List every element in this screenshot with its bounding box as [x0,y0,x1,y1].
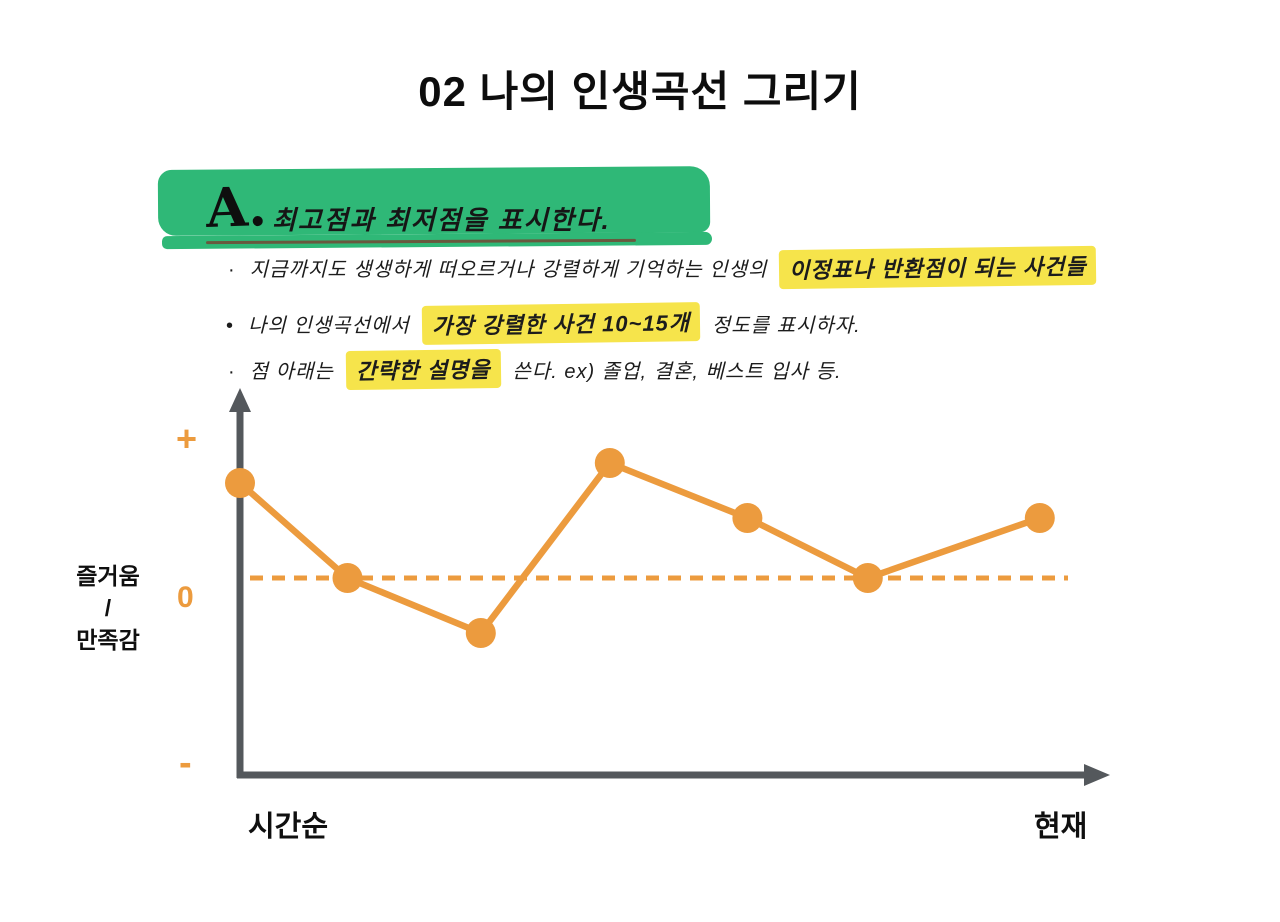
data-point [1024,503,1055,533]
y-axis-label: 즐거움 / 만족감 [48,560,168,657]
y-axis-arrowhead [229,388,251,412]
bullet-text: 점 아래는 [249,361,334,383]
data-point [732,503,763,533]
y-tick-zero: 0 [177,581,194,614]
y-tick-plus: + [176,418,198,459]
bullet-text: 지금까지도 생생하게 떠오르거나 강렬하게 기억하는 인생의 [249,259,768,281]
data-point [594,448,625,478]
x-axis-start-label: 시간순 [248,811,329,843]
bullet-line-1: · 지금까지도 생생하게 떠오르거나 강렬하게 기억하는 인생의 이정표나 반환점이… [228,245,1121,290]
x-axis-arrowhead [1084,764,1110,786]
bullet-line-2: • 나의 인생곡선에서 가장 강렬한 사건 10~15개 정도를 표시하자. [226,302,873,345]
life-curve-line [236,459,1044,637]
data-point [332,563,363,593]
x-axis-end-label: 현재 [1034,811,1088,843]
bullet-line-3: · 점 아래는 간략한 설명을 쓴다. ex) 졸업, 결혼, 베스트 입사 등. [228,348,854,391]
data-point [225,468,255,498]
y-axis-label-line: / [104,595,112,622]
y-tick-minus: - [179,742,192,784]
bullet-text: 정도를 표시하자. [711,315,861,337]
bullet-marker: · [228,361,236,383]
curve-points [225,448,1055,648]
page-title: 02 나의 인생곡선 그리기 [418,68,862,115]
bullet-text: 나의 인생곡선에서 [248,315,410,337]
data-point [852,563,883,593]
bullet-marker: • [226,315,235,337]
bullet-text: 쓴다. ex) 졸업, 결혼, 베스트 입사 등. [512,361,842,383]
bullet-marker: · [228,259,236,281]
section-heading: 최고점과 최저점을 표시한다. [272,205,611,235]
data-point [465,618,496,648]
y-axis-label-line: 즐거움 [76,563,140,589]
y-axis-label-line: 만족감 [76,627,140,654]
